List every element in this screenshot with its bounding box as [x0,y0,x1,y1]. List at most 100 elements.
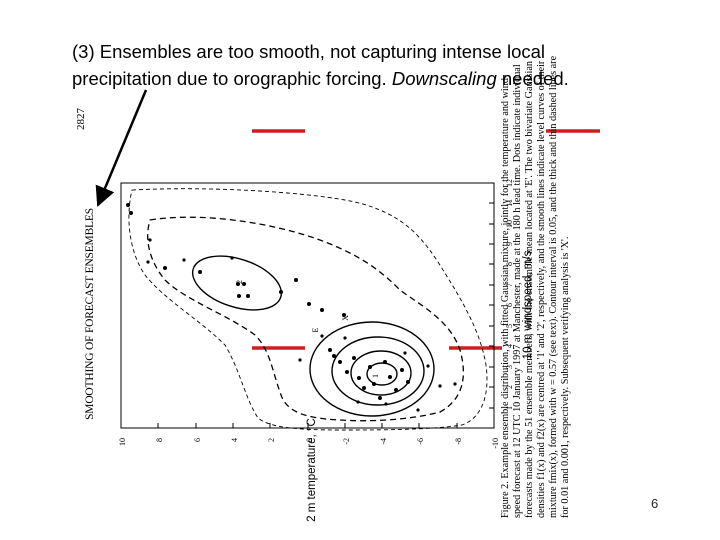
x-tick-label: -2 [342,438,351,445]
caption-line: forecasts made by the 51 ensemble member… [523,61,535,518]
y-tick-label: 3 [505,365,514,369]
thin-dashed-contour [128,188,488,431]
ensemble-dot [400,368,404,372]
x-tick-label: 8 [155,438,164,442]
mixture-contour-3 [350,350,412,396]
ensemble-dot [372,382,376,386]
ensemble-mean-marker: E [311,327,320,332]
slide-number: 6 [651,496,659,511]
ensemble-dot [416,408,420,412]
ensemble-dot [406,380,410,384]
x-tick-label: -4 [379,438,388,445]
ensemble-dot [246,294,250,298]
x-tick-label: 4 [230,438,239,442]
ensemble-dot [426,364,430,368]
caption-line: speed forecast at 12 UTC 10 January 1997… [511,64,523,518]
ensemble-dot [198,270,202,274]
solid-contours [191,255,435,417]
ensemble-dot [352,356,356,360]
x-tick-marks [120,423,495,428]
ensemble-dot [345,370,349,374]
x-tick-label: 2 [267,438,276,442]
ensemble-dot [146,260,150,264]
ensemble-dot [357,376,361,380]
ensemble-dot [320,308,324,312]
y-tick-label: 7 [505,283,514,287]
y-tick-label: 9 [505,242,514,246]
ensemble-dots [126,203,457,412]
pointer-arrow [95,89,148,207]
ensemble-dot [332,354,336,358]
ensemble-dot [342,313,346,317]
ensemble-dot [328,348,332,352]
ensemble-dot [403,351,407,355]
ensemble-dot [236,282,240,286]
y-tick-label: 11 [505,199,514,207]
title-line-2-text: precipitation due to orographic forcing. [72,68,392,89]
title-line-1: (3) Ensembles are too smooth, not captur… [72,41,546,62]
x-tick-label: 0 [305,438,314,442]
ensemble-dot [320,334,324,338]
figure-caption: Figure 2. Example ensemble distribution,… [500,56,596,518]
dashed-contours [128,188,488,431]
ensemble-dot [230,256,234,260]
x-tick-label: -10 [491,438,500,449]
y-tick-label: 2 [505,385,514,389]
y-tick-label: 6 [505,303,514,307]
y-tick-label: 8 [505,262,514,266]
ensemble-dot [338,360,342,364]
ensemble-dot [356,400,360,404]
ensemble-dot [163,266,167,270]
center-1-marker: 1 [371,374,380,378]
ensemble-dot [298,358,302,362]
y-tick-marks [489,182,494,409]
x-tick-label: 10 [118,438,127,446]
title-line-2-end: needed. [496,68,569,89]
x-axis-title: 2 m temperature, °C [306,418,318,522]
mixture-contour-2 [331,336,425,406]
ensemble-dot [453,382,457,386]
ensemble-dot [383,360,387,364]
caption-line: densities f1(x) and f2(x) are centred at… [535,60,547,518]
x-tick-label: 6 [193,438,202,442]
analysis-marker: X [341,315,350,321]
ensemble-dot [242,282,246,286]
mixture-contour-inner [366,362,398,386]
thick-dashed-contour [147,216,464,422]
caption-line: Figure 2. Example ensemble distribution,… [500,74,511,518]
y-tick-label: 1 [505,406,514,410]
ensemble-dot [394,388,398,392]
x-tick-labels: 10 8 6 4 2 0 -2 -4 -6 -8 -10 [118,438,500,449]
mixture-contour-outer [309,321,435,417]
ensemble-dot [388,375,392,379]
ensemble-dot [378,396,382,400]
ensemble-dot [279,290,283,294]
ensemble-dot [148,238,152,242]
ensemble-dot [438,384,442,388]
ensemble-dot [343,336,347,340]
y-axis-title: 10 m windspeed, m/s [522,250,534,359]
ensemble-dot [368,365,372,369]
x-tick-label: -8 [454,438,463,445]
ensemble-dot [126,203,130,207]
ensemble-dot [237,294,241,298]
y-tick-label: 5 [505,324,514,328]
ensemble-dot [294,278,298,282]
caption-line: for 0.01 and 0.001, respectively. Subseq… [559,236,571,518]
ensemble-dot [307,302,311,306]
ensemble-dot [362,386,366,390]
title-emphasis: Downscaling [391,68,497,89]
slide-title: (3) Ensembles are too smooth, not captur… [72,38,672,92]
title-line-2: precipitation due to orographic forcing.… [72,65,672,92]
y-tick-label: 4 [505,344,514,348]
ensemble-dot [129,211,133,215]
x-tick-label: -6 [416,438,425,445]
ensemble-dot [182,258,186,262]
ensemble-dot [384,402,388,406]
y-tick-label: 12 [505,179,514,187]
center-2-marker: 2 [235,280,244,284]
y-tick-label: 10 [505,220,514,228]
mixture-contour-upper [191,255,283,311]
y-tick-labels: 1 2 3 4 5 6 7 8 9 10 11 12 [505,179,514,410]
